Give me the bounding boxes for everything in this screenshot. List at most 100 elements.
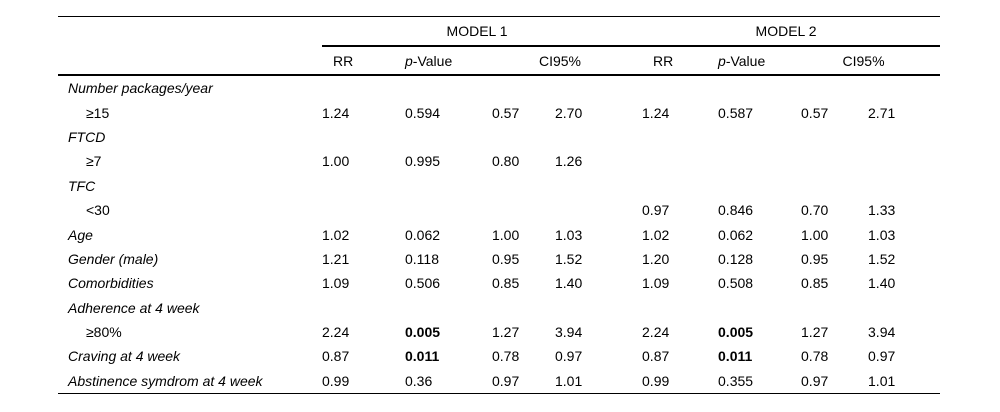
- table-row: TFC: [58, 174, 940, 198]
- cell-m1-ci-lower: 0.57: [492, 104, 520, 121]
- cell-m2-pvalue: 0.355: [718, 372, 754, 389]
- cell-m2-ci-lower: [801, 149, 868, 173]
- cell-m2-rr: 1.02: [642, 226, 670, 243]
- cell-m1-rr: [322, 198, 405, 222]
- row-label: ≥80%: [86, 324, 122, 341]
- cell-m2-rr: 0.97: [642, 202, 670, 219]
- row-label: Gender (male): [68, 250, 159, 267]
- cell-m1-pvalue: 0.594: [405, 104, 441, 121]
- cell-m1-pvalue: [405, 75, 492, 100]
- cell-m2-pvalue: [718, 75, 801, 100]
- cell-m1-ci-upper: [555, 75, 642, 100]
- row-label: Abstinence symdrom at 4 week: [68, 372, 263, 389]
- table-row: ≥7 1.00 0.995 0.80 1.26: [58, 149, 940, 173]
- cell-m1-ci-lower: 0.97: [492, 372, 520, 389]
- cell-m2-ci-upper: 1.52: [868, 250, 896, 267]
- cell-m1-ci-lower: 0.95: [492, 250, 520, 267]
- cell-m1-rr: 2.24: [322, 324, 350, 341]
- cell-m1-ci-upper: [555, 125, 642, 149]
- cell-m1-rr: 1.02: [322, 226, 350, 243]
- cell-m1-pvalue: 0.118: [405, 250, 439, 267]
- model-header-row: MODEL 1 MODEL 2: [58, 16, 941, 47]
- cell-m1-ci-upper: 1.03: [555, 226, 583, 243]
- cell-m2-pvalue: 0.846: [718, 202, 754, 219]
- empty-corner-cell: [58, 17, 322, 47]
- cell-m2-ci-lower: [801, 174, 868, 198]
- cell-m2-rr: 1.09: [642, 275, 670, 292]
- row-label: Adherence at 4 week: [68, 299, 200, 316]
- cell-m1-ci-upper: [555, 198, 642, 222]
- row-label: ≥7: [86, 153, 102, 170]
- cell-m2-ci-upper: [868, 296, 940, 320]
- row-label: Number packages/year: [68, 80, 213, 97]
- cell-m1-ci-lower: 1.00: [492, 226, 520, 243]
- cell-m1-ci-lower: [492, 198, 555, 222]
- p-rest: -Value: [725, 52, 766, 69]
- table-row: Adherence at 4 week: [58, 296, 940, 320]
- cell-m1-pvalue: 0.011: [405, 348, 440, 365]
- cell-m2-ci-upper: 0.97: [868, 348, 896, 365]
- cell-m2-rr: [642, 125, 718, 149]
- cell-m1-rr: 1.09: [322, 275, 350, 292]
- table-row: Age 1.02 0.062 1.00 1.03 1.02 0.062 1.00 1.03: [58, 222, 940, 246]
- table-row: ≥15 1.24 0.594 0.57 2.70 1.24 0.587 0.57 2.71: [58, 100, 940, 124]
- cell-m1-ci-upper: [555, 174, 642, 198]
- model2-rr-header: RR: [642, 46, 719, 76]
- row-label: TFC: [68, 177, 96, 194]
- cell-m1-pvalue: 0.995: [405, 153, 441, 170]
- cell-m1-pvalue: 0.506: [405, 275, 441, 292]
- cell-m1-ci-lower: [492, 296, 555, 320]
- cell-m1-pvalue: 0.062: [405, 226, 441, 243]
- cell-m2-rr: [642, 75, 718, 100]
- cell-m2-pvalue: 0.128: [718, 250, 754, 267]
- table-row: Number packages/year: [58, 75, 940, 100]
- row-label: FTCD: [68, 128, 106, 145]
- p-rest: -Value: [412, 52, 453, 69]
- cell-m2-pvalue: 0.011: [718, 348, 753, 365]
- model2-pvalue-header: p-Value: [718, 46, 802, 76]
- cell-m1-ci-lower: [492, 174, 555, 198]
- column-header-row: RR p-Value CI95% RR p-Value CI95%: [58, 46, 941, 76]
- cell-m1-pvalue: 0.36: [405, 372, 433, 389]
- cell-m1-ci-upper: 1.26: [555, 153, 583, 170]
- cell-m2-pvalue: [718, 296, 801, 320]
- row-label: ≥15: [86, 104, 110, 121]
- cell-m1-rr: 1.21: [322, 250, 350, 267]
- cell-m2-ci-upper: 1.03: [868, 226, 896, 243]
- cell-m2-rr: 0.99: [642, 372, 670, 389]
- cell-m2-rr: 0.87: [642, 348, 670, 365]
- cell-m2-pvalue: 0.587: [718, 104, 754, 121]
- cell-m2-rr: 1.24: [642, 104, 670, 121]
- cell-m2-ci-upper: 3.94: [868, 324, 896, 341]
- cell-m2-ci-upper: 1.33: [868, 202, 896, 219]
- cell-m1-rr: 0.87: [322, 348, 350, 365]
- cell-m1-ci-lower: 0.78: [492, 348, 520, 365]
- cell-m2-ci-upper: 2.71: [868, 104, 896, 121]
- cell-m2-rr: [642, 149, 718, 173]
- cell-m2-pvalue: 0.508: [718, 275, 754, 292]
- cell-m1-ci-upper: 3.94: [555, 324, 583, 341]
- cell-m1-ci-upper: 0.97: [555, 348, 583, 365]
- cell-m1-rr: [322, 174, 405, 198]
- cell-m1-pvalue: [405, 296, 492, 320]
- cell-m1-pvalue: [405, 198, 492, 222]
- table-row: Abstinence symdrom at 4 week 0.99 0.36 0.97…: [58, 369, 940, 394]
- cell-m2-ci-lower: 0.57: [801, 104, 829, 121]
- model1-ci95-header: CI95%: [492, 46, 643, 76]
- cell-m1-ci-lower: 0.80: [492, 153, 520, 170]
- cell-m2-ci-lower: 1.27: [801, 324, 829, 341]
- table-body: Number packages/year ≥15 1.24 0.594 0.57 2.70…: [58, 75, 940, 394]
- cell-m1-ci-upper: 2.70: [555, 104, 583, 121]
- row-label: Craving at 4 week: [68, 348, 181, 365]
- cell-m1-rr: [322, 125, 405, 149]
- cell-m1-ci-upper: 1.52: [555, 250, 583, 267]
- cell-m2-ci-upper: [868, 125, 940, 149]
- cell-m1-rr: 1.00: [322, 153, 350, 170]
- cell-m2-ci-upper: [868, 75, 940, 100]
- row-label: <30: [86, 202, 110, 219]
- cell-m1-ci-upper: [555, 296, 642, 320]
- cell-m2-pvalue: 0.005: [718, 324, 754, 341]
- cell-m1-rr: [322, 75, 405, 100]
- model1-header: MODEL 1: [322, 16, 643, 47]
